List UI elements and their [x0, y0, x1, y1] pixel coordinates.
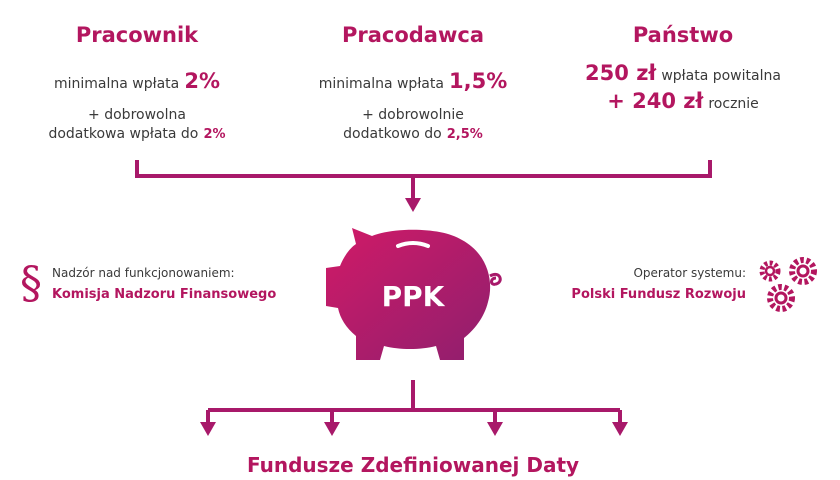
caption: Operator systemu: [633, 266, 746, 280]
gears-icon [759, 257, 817, 312]
amount: 2% [203, 127, 225, 142]
name: Komisja Nadzoru Finansowego [52, 287, 276, 302]
column-line: minimalna wpłata 2% [54, 69, 220, 93]
piggy-bank: PPK [326, 228, 502, 360]
text: dodatkowa wpłata do [48, 126, 198, 142]
arrow [200, 422, 628, 436]
column-line: dodatkowo do 2,5% [343, 123, 483, 142]
text: dodatkowo do [343, 126, 442, 142]
column-line: dodatkowa wpłata do 2% [48, 123, 225, 142]
amount: + 240 zł [607, 89, 704, 113]
column-line: + dobrowolnie [362, 107, 464, 123]
column-line: 250 zł wpłata powitalna [585, 61, 781, 85]
column-line: + dobrowolna [88, 107, 186, 123]
column-line: minimalna wpłata 1,5% [319, 69, 508, 93]
footer-title: Fundusze Zdefiniowanej Daty [247, 453, 579, 477]
name: Polski Fundusz Rozwoju [571, 287, 746, 302]
text: minimalna wpłata [319, 76, 444, 92]
amount: 2,5% [447, 127, 483, 142]
text: rocznie [708, 96, 758, 112]
amount: 1,5% [449, 69, 507, 93]
column-line: + 240 zł rocznie [607, 89, 759, 113]
amount: 2% [184, 69, 220, 93]
arrow [405, 198, 421, 212]
amount: 250 zł [585, 61, 657, 85]
column-title: Pracownik [76, 23, 199, 47]
bracket [135, 160, 712, 178]
caption: Nadzór nad funkcjonowaniem: [52, 266, 235, 280]
text: wpłata powitalna [661, 68, 781, 84]
column-title: Państwo [633, 23, 733, 47]
section-icon: § [20, 258, 42, 309]
column-title: Pracodawca [342, 23, 484, 47]
piggy-label: PPK [382, 280, 446, 313]
text: minimalna wpłata [54, 76, 179, 92]
connector [206, 410, 622, 424]
